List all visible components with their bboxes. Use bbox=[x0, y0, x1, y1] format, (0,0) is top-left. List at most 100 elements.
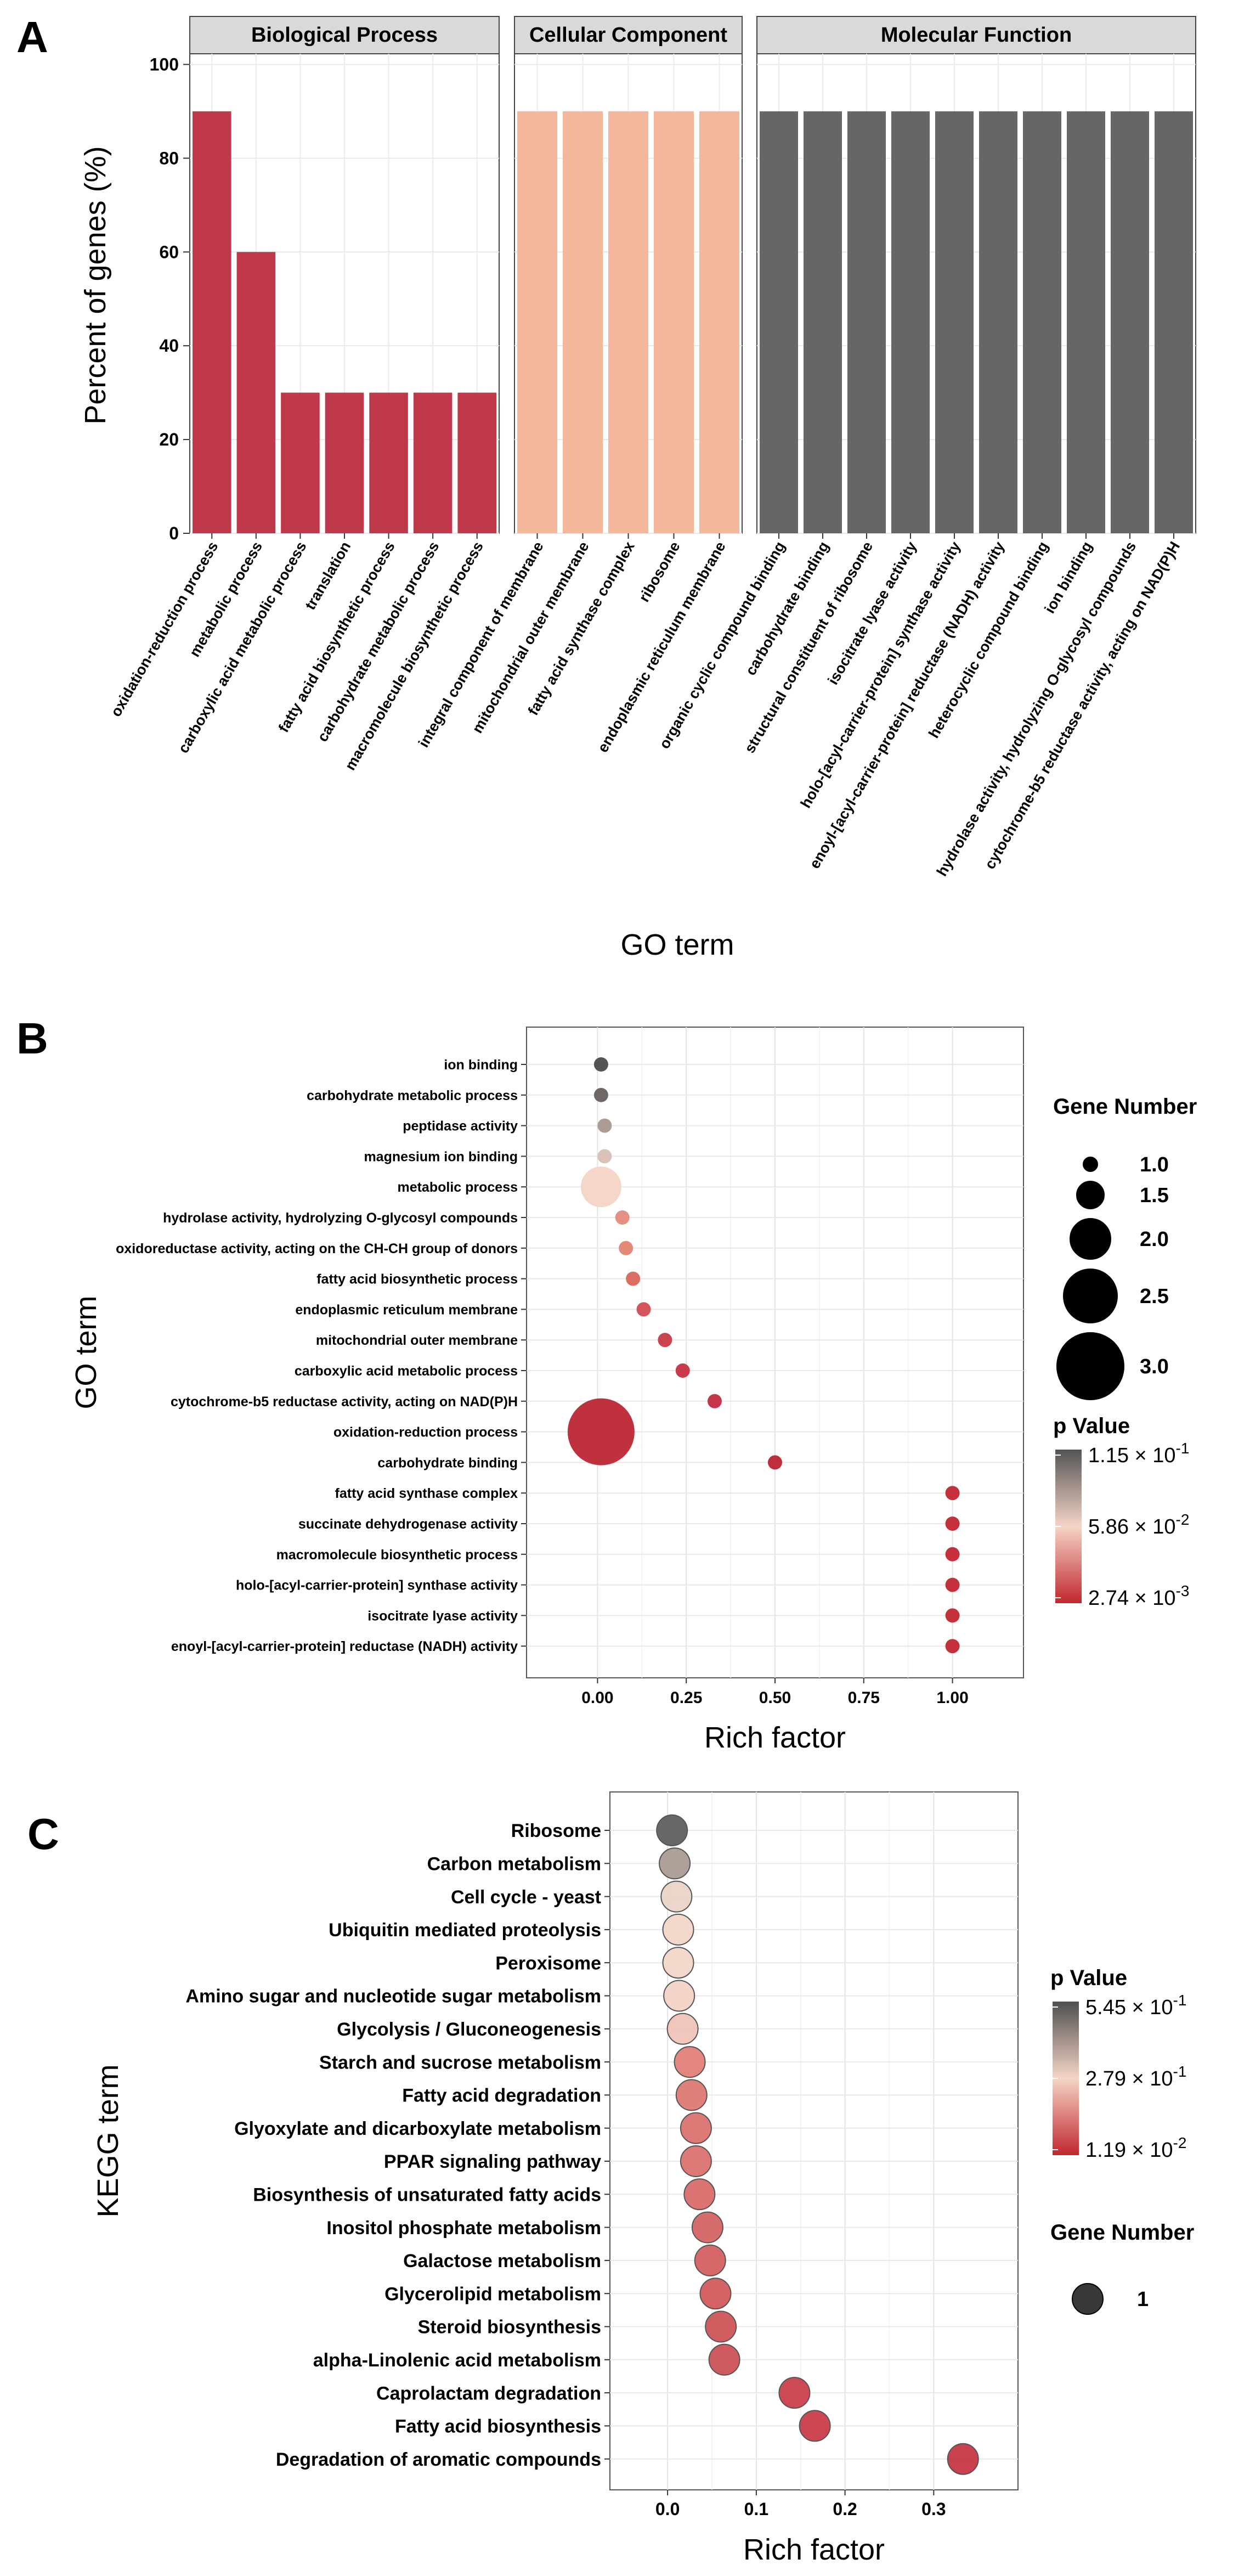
y-tick-label: PPAR signaling pathway bbox=[384, 2151, 601, 2172]
bar bbox=[699, 111, 739, 533]
data-point bbox=[593, 1087, 608, 1102]
data-point bbox=[799, 2410, 831, 2442]
y-tick-label: alpha-Linolenic acid metabolism bbox=[313, 2350, 601, 2371]
y-tick-label: mitochondrial outer membrane bbox=[316, 1333, 518, 1348]
data-point bbox=[626, 1271, 641, 1286]
x-tick-label: ribosome bbox=[636, 539, 683, 605]
data-point bbox=[778, 2377, 811, 2409]
y-tick-label: macromolecule biosynthetic process bbox=[276, 1547, 518, 1563]
size-legend-key bbox=[1076, 1181, 1105, 1209]
data-point bbox=[945, 1639, 960, 1654]
facet-title-molecular-function: Molecular Function bbox=[881, 24, 1072, 47]
y-tick-label: carbohydrate metabolic process bbox=[307, 1088, 518, 1103]
y-tick-label: oxidation-reduction process bbox=[333, 1425, 518, 1440]
y-tick-label: fatty acid synthase complex bbox=[335, 1486, 518, 1501]
color-legend-label: 2.74 × 10-3 bbox=[1088, 1582, 1189, 1610]
x-tick-label: translation bbox=[302, 539, 354, 613]
y-tick-label: Fatty acid degradation bbox=[402, 2085, 601, 2106]
data-point bbox=[567, 1398, 635, 1465]
y-axis-title: GO term bbox=[70, 1295, 103, 1409]
data-point bbox=[662, 1947, 694, 1979]
data-point bbox=[945, 1486, 960, 1501]
y-tick-label: ion binding bbox=[444, 1057, 518, 1073]
x-tick-label: 0.3 bbox=[921, 2499, 946, 2519]
bar bbox=[979, 111, 1017, 533]
y-tick-label: 60 bbox=[159, 242, 179, 262]
data-point bbox=[680, 2145, 712, 2177]
y-tick-label: Galactose metabolism bbox=[403, 2251, 601, 2271]
y-tick-label: Degradation of aromatic compounds bbox=[276, 2449, 601, 2470]
y-tick-label: 20 bbox=[159, 430, 179, 449]
color-legend-label: 2.79 × 10-1 bbox=[1085, 2063, 1186, 2090]
x-tick-label: 0.2 bbox=[833, 2499, 857, 2519]
x-tick-label: 0.1 bbox=[744, 2499, 768, 2519]
size-legend-title: Gene Number bbox=[1053, 1095, 1197, 1119]
data-point bbox=[675, 2079, 708, 2111]
bar bbox=[1111, 111, 1149, 533]
color-legend-label: 5.86 × 10-2 bbox=[1088, 1511, 1189, 1538]
data-point bbox=[580, 1166, 621, 1208]
y-tick-label: isocitrate lyase activity bbox=[367, 1608, 518, 1624]
facet-strip-biological-process bbox=[189, 16, 500, 54]
bar bbox=[369, 392, 408, 533]
bar bbox=[325, 392, 364, 533]
y-tick-label: fatty acid biosynthetic process bbox=[316, 1272, 518, 1287]
color-legend-label: 1.19 × 10-2 bbox=[1085, 2134, 1186, 2162]
data-point bbox=[675, 1363, 690, 1378]
bar bbox=[654, 111, 694, 533]
y-tick-label: hydrolase activity, hydrolyzing O-glycos… bbox=[163, 1210, 518, 1226]
bar bbox=[236, 252, 276, 533]
data-point bbox=[945, 1608, 960, 1623]
bar bbox=[608, 111, 648, 533]
y-tick-label: holo-[acyl-carrier-protein] synthase act… bbox=[236, 1578, 518, 1593]
y-tick-label: Steroid biosynthesis bbox=[418, 2317, 601, 2338]
facet-strip-cellular-component bbox=[514, 16, 743, 54]
size-legend-key bbox=[1056, 1332, 1124, 1400]
x-tick-label: 0.50 bbox=[759, 1689, 791, 1707]
size-legend-key bbox=[1070, 1218, 1111, 1260]
data-point bbox=[656, 1814, 688, 1846]
panel-c: Ribosome Carbon metabolism Cell cycle - ye… bbox=[92, 1791, 1194, 2566]
bar bbox=[517, 111, 557, 533]
data-point bbox=[680, 2112, 712, 2144]
y-tick-label: succinate dehydrogenase activity bbox=[298, 1517, 518, 1532]
bar bbox=[1067, 111, 1105, 533]
data-point bbox=[663, 1980, 695, 2012]
y-tick-label: peptidase activity bbox=[403, 1119, 518, 1134]
size-legend-label: 2.0 bbox=[1140, 1228, 1169, 1251]
color-legend-label: 5.45 × 10-1 bbox=[1085, 1992, 1186, 2019]
data-point bbox=[947, 2443, 979, 2475]
y-tick-label: 100 bbox=[150, 54, 179, 74]
data-point bbox=[658, 1333, 672, 1348]
y-tick-label: Glyoxylate and dicarboxylate metabolism bbox=[234, 2118, 601, 2139]
y-tick-label: 0 bbox=[169, 523, 179, 543]
y-tick-label: Inositol phosphate metabolism bbox=[326, 2218, 601, 2239]
y-tick-label: carbohydrate binding bbox=[377, 1455, 518, 1470]
y-tick-label: Biosynthesis of unsaturated fatty acids bbox=[253, 2185, 601, 2206]
x-tick-label: 0.75 bbox=[848, 1689, 880, 1707]
data-point bbox=[699, 2278, 732, 2310]
data-point bbox=[945, 1547, 960, 1562]
bar bbox=[281, 392, 320, 533]
data-point bbox=[708, 2343, 740, 2376]
size-legend-label: 1.0 bbox=[1140, 1153, 1169, 1176]
x-tick-label: 0.00 bbox=[581, 1689, 613, 1707]
y-tick-label: endoplasmic reticulum membrane bbox=[295, 1302, 518, 1317]
color-legend-title: p Value bbox=[1053, 1414, 1130, 1438]
x-axis-title: GO term bbox=[620, 928, 734, 961]
bar bbox=[1023, 111, 1061, 533]
y-tick-label: metabolic process bbox=[397, 1180, 518, 1195]
bar bbox=[563, 111, 603, 533]
data-point bbox=[615, 1210, 630, 1225]
bar bbox=[457, 392, 496, 533]
facet-title-cellular-component: Cellular Component bbox=[529, 24, 727, 47]
y-tick-label: Amino sugar and nucleotide sugar metabol… bbox=[185, 1986, 601, 2007]
bar bbox=[847, 111, 886, 533]
data-point bbox=[659, 1847, 691, 1880]
data-point bbox=[707, 1394, 722, 1408]
y-tick-label: carboxylic acid metabolic process bbox=[295, 1363, 518, 1379]
y-tick-label: magnesium ion binding bbox=[364, 1149, 518, 1164]
y-axis-title: KEGG term bbox=[92, 2064, 125, 2217]
facet-title-biological-process: Biological Process bbox=[251, 24, 438, 47]
